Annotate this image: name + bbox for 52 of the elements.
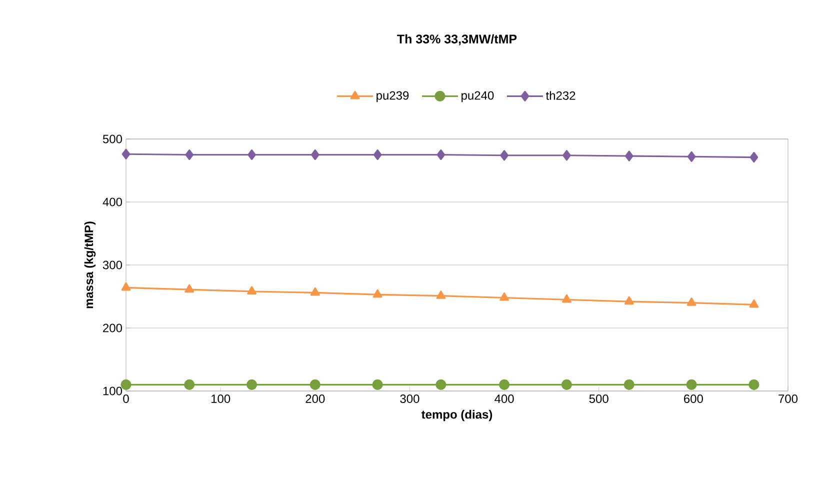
x-tick-label: 500 [589,394,608,404]
point [749,299,759,308]
x-axis-title: tempo (dias) [421,410,492,422]
point [686,379,697,390]
point [686,297,696,306]
point [310,287,320,296]
point [436,149,446,160]
x-tick-label: 700 [778,394,798,404]
point [310,379,320,390]
point [247,286,256,294]
x-tick-label: 100 [211,394,230,404]
y-tick-label: 100 [103,386,122,396]
chart-title: Th 33% 33,3MW/tMP [397,34,517,46]
point [500,150,508,161]
point [436,290,446,299]
legend-label: pu239 [376,91,409,102]
point [562,150,571,161]
x-tick-label: 400 [494,394,514,404]
y-tick-label: 300 [102,260,122,270]
point [372,289,382,298]
point [184,379,195,390]
y-axis-title: massa (kg/tMP) [84,222,96,308]
point [500,292,509,301]
y-tick-label: 400 [102,198,122,206]
x-tick-label: 600 [684,394,703,404]
legend-label: pu240 [462,91,494,102]
point [121,282,131,291]
point [748,379,760,390]
point [498,379,510,390]
point [248,149,256,160]
point [120,379,132,390]
point [624,296,634,305]
point [624,379,634,390]
y-tick-label: 200 [103,324,122,332]
point [624,150,634,162]
point [436,379,446,390]
point [750,152,758,163]
x-tick-label: 0 [123,394,129,404]
point [687,151,696,162]
point [562,294,572,303]
legend-label: th232 [546,91,576,100]
point [561,379,572,390]
y-tick-label: 500 [102,134,122,144]
point [185,149,194,160]
point [246,379,258,390]
point [122,148,130,160]
x-tick-label: 300 [400,394,420,404]
point [184,284,194,293]
point [372,379,383,390]
point [310,149,320,160]
point [373,149,382,160]
x-tick-label: 200 [306,394,325,404]
